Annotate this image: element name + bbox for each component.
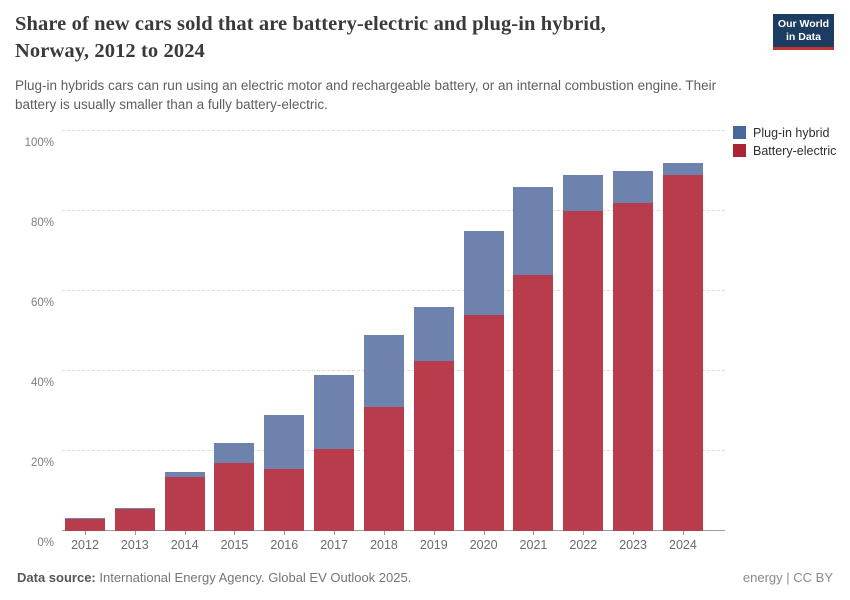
x-axis-label-2021: 2021 <box>519 538 548 552</box>
y-axis-label-100: 100% <box>24 137 54 149</box>
bar-segment-battery-electric-2018[interactable] <box>363 407 404 531</box>
x-axis-tick-2014 <box>184 531 186 535</box>
bar-2015[interactable]: 2015 <box>214 131 255 552</box>
page-title: Share of new cars sold that are battery-… <box>15 13 606 62</box>
bar-2016[interactable]: 2016 <box>264 131 305 552</box>
x-axis-tick-2021 <box>533 531 535 535</box>
x-axis-tick-2022 <box>583 531 585 535</box>
x-axis-tick-2012 <box>85 531 86 535</box>
bar-2022[interactable]: 2022 <box>563 131 604 552</box>
y-axis-label-0: 0% <box>37 537 54 549</box>
legend-item-plug-in-hybrid[interactable]: Plug-in hybrid <box>733 124 836 141</box>
x-axis-label-2023: 2023 <box>619 538 648 552</box>
x-axis-label-2014: 2014 <box>170 538 199 552</box>
legend: Plug-in hybrid Battery-electric <box>733 124 836 160</box>
y-axis-label-40: 40% <box>30 377 54 389</box>
owid-logo-line2: in Data <box>785 31 821 43</box>
bar-segment-plug-in-hybrid-2018[interactable] <box>363 335 404 407</box>
x-axis-label-2017: 2017 <box>320 538 349 552</box>
bar-2020[interactable]: 2020 <box>463 131 504 552</box>
bar-segment-plug-in-hybrid-2021[interactable] <box>513 187 554 275</box>
gridline-60 <box>62 290 725 291</box>
bar-segment-battery-electric-2015[interactable] <box>214 463 255 531</box>
bar-segment-plug-in-hybrid-2013[interactable] <box>114 507 155 509</box>
x-axis-label-2016: 2016 <box>270 538 299 552</box>
bar-segment-plug-in-hybrid-2023[interactable] <box>613 171 654 203</box>
chart-subtitle: Plug-in hybrids cars can run using an el… <box>15 78 717 112</box>
data-source: Data source: International Energy Agency… <box>17 569 411 586</box>
legend-item-battery-electric[interactable]: Battery-electric <box>733 142 836 159</box>
legend-label: Battery-electric <box>753 143 837 158</box>
x-axis-tick-2017 <box>334 531 336 535</box>
bar-segment-plug-in-hybrid-2022[interactable] <box>563 175 604 211</box>
bar-2012[interactable]: 2012 <box>65 131 105 552</box>
bar-segment-battery-electric-2022[interactable] <box>563 211 604 531</box>
bar-2017[interactable]: 2017 <box>314 131 355 552</box>
x-axis-label-2022: 2022 <box>569 538 598 552</box>
bar-2021[interactable]: 2021 <box>513 131 554 552</box>
bar-2024[interactable]: 2024 <box>662 131 703 552</box>
x-axis-label-2015: 2015 <box>220 538 249 552</box>
bar-segment-plug-in-hybrid-2020[interactable] <box>463 231 504 315</box>
owid-logo[interactable]: Our World in Data <box>773 14 834 50</box>
owid-logo-line1: Our World <box>777 18 830 30</box>
data-source-label: Data source: <box>17 570 96 585</box>
legend-swatch-icon <box>733 126 746 139</box>
x-axis-tick-2024 <box>682 531 684 535</box>
x-axis-label-2019: 2019 <box>419 538 448 552</box>
bar-2019[interactable]: 2019 <box>413 131 454 552</box>
plot-area: 0% 20% 40% 60% 80% 100% 2012 2013 2014 2015 2016 2… <box>25 130 725 552</box>
data-source-value: International Energy Agency. Global EV O… <box>95 570 412 585</box>
x-axis-label-2018: 2018 <box>370 538 398 552</box>
gridline-100 <box>62 130 725 131</box>
bar-2013[interactable]: 2013 <box>114 131 155 552</box>
bar-segment-plug-in-hybrid-2016[interactable] <box>264 415 305 469</box>
bar-segment-plug-in-hybrid-2015[interactable] <box>214 443 255 463</box>
bar-segment-battery-electric-2017[interactable] <box>314 449 355 531</box>
x-axis-tick-2019 <box>433 531 435 535</box>
bar-segment-battery-electric-2024[interactable] <box>662 175 703 531</box>
x-axis-tick-2015 <box>234 531 236 535</box>
footer: Data source: International Energy Agency… <box>17 569 833 586</box>
x-axis-tick-2020 <box>483 531 485 535</box>
bar-segment-battery-electric-2013[interactable] <box>114 509 155 531</box>
gridline-80 <box>62 210 725 211</box>
x-axis-tick-2018 <box>383 531 385 535</box>
bar-segment-battery-electric-2014[interactable] <box>164 477 205 531</box>
bar-segment-plug-in-hybrid-2014[interactable] <box>164 471 205 477</box>
bar-segment-plug-in-hybrid-2012[interactable] <box>65 517 105 519</box>
y-axis-label-60: 60% <box>30 297 54 309</box>
bar-segment-plug-in-hybrid-2017[interactable] <box>314 375 355 449</box>
bar-segment-battery-electric-2020[interactable] <box>463 315 504 531</box>
bar-segment-battery-electric-2023[interactable] <box>613 203 654 531</box>
bar-2018[interactable]: 2018 <box>363 131 404 552</box>
legend-swatch-icon <box>733 144 746 157</box>
x-axis-label-2013: 2013 <box>120 538 149 552</box>
bars-layer: 2012 2013 2014 2015 2016 2017 2018 2019 2020 2021… <box>62 131 725 552</box>
x-axis-label-2012: 2012 <box>71 538 99 552</box>
bar-segment-battery-electric-2021[interactable] <box>513 275 554 531</box>
x-axis-tick-2013 <box>134 531 136 535</box>
bar-segment-battery-electric-2019[interactable] <box>413 361 454 531</box>
x-axis-label-2024: 2024 <box>669 538 697 552</box>
bar-2023[interactable]: 2023 <box>613 131 654 552</box>
x-axis-label-2020: 2020 <box>469 538 498 552</box>
x-axis-tick-2016 <box>284 531 286 535</box>
bar-segment-plug-in-hybrid-2019[interactable] <box>413 307 454 361</box>
bar-segment-battery-electric-2016[interactable] <box>264 469 305 531</box>
x-axis-tick-2023 <box>633 531 635 535</box>
y-axis-label-80: 80% <box>30 217 54 229</box>
bar-segment-plug-in-hybrid-2024[interactable] <box>662 163 703 175</box>
bar-2014[interactable]: 2014 <box>164 131 205 552</box>
bar-segment-battery-electric-2012[interactable] <box>65 519 105 531</box>
legend-label: Plug-in hybrid <box>753 125 830 140</box>
y-axis-label-20: 20% <box>30 457 54 469</box>
license-link[interactable]: energy | CC BY <box>742 570 833 585</box>
